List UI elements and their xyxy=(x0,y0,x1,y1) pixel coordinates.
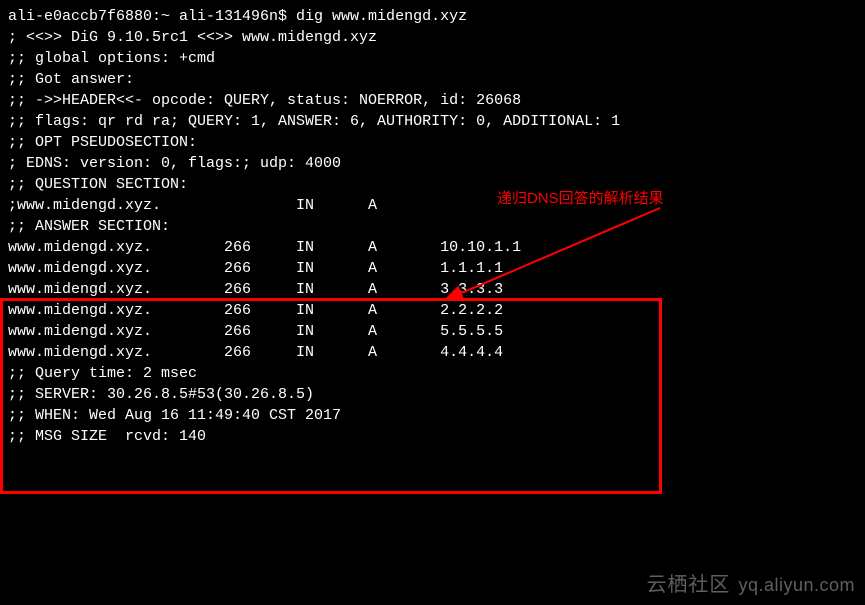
opt-pseudosection: ;; OPT PSEUDOSECTION: xyxy=(8,132,857,153)
flags-line: ;; flags: qr rd ra; QUERY: 1, ANSWER: 6,… xyxy=(8,111,857,132)
when-line: ;; WHEN: Wed Aug 16 11:49:40 CST 2017 xyxy=(8,405,857,426)
watermark-url: yq.aliyun.com xyxy=(738,573,855,598)
got-answer: ;; Got answer: xyxy=(8,69,857,90)
msg-size: ;; MSG SIZE rcvd: 140 xyxy=(8,426,857,447)
answer-row: www.midengd.xyz. 266 IN A 2.2.2.2 xyxy=(8,300,857,321)
question-line: ;www.midengd.xyz. IN A xyxy=(8,195,857,216)
terminal-output: ali-e0accb7f6880:~ ali-131496n$ dig www.… xyxy=(8,6,857,447)
answer-section-header: ;; ANSWER SECTION: xyxy=(8,216,857,237)
prompt-line: ali-e0accb7f6880:~ ali-131496n$ dig www.… xyxy=(8,6,857,27)
answer-row: www.midengd.xyz. 266 IN A 3.3.3.3 xyxy=(8,279,857,300)
annotation-label: 递归DNS回答的解析结果 xyxy=(497,188,664,209)
query-time: ;; Query time: 2 msec xyxy=(8,363,857,384)
global-options: ;; global options: +cmd xyxy=(8,48,857,69)
answer-row: www.midengd.xyz. 266 IN A 4.4.4.4 xyxy=(8,342,857,363)
answer-row: www.midengd.xyz. 266 IN A 1.1.1.1 xyxy=(8,258,857,279)
dig-header: ; <<>> DiG 9.10.5rc1 <<>> www.midengd.xy… xyxy=(8,27,857,48)
watermark: 云栖社区 yq.aliyun.com xyxy=(646,571,855,599)
watermark-brand: 云栖社区 xyxy=(646,571,730,599)
answer-row: www.midengd.xyz. 266 IN A 5.5.5.5 xyxy=(8,321,857,342)
question-section: ;; QUESTION SECTION: xyxy=(8,174,857,195)
edns-line: ; EDNS: version: 0, flags:; udp: 4000 xyxy=(8,153,857,174)
header-line: ;; ->>HEADER<<- opcode: QUERY, status: N… xyxy=(8,90,857,111)
answer-row: www.midengd.xyz. 266 IN A 10.10.1.1 xyxy=(8,237,857,258)
server-line: ;; SERVER: 30.26.8.5#53(30.26.8.5) xyxy=(8,384,857,405)
